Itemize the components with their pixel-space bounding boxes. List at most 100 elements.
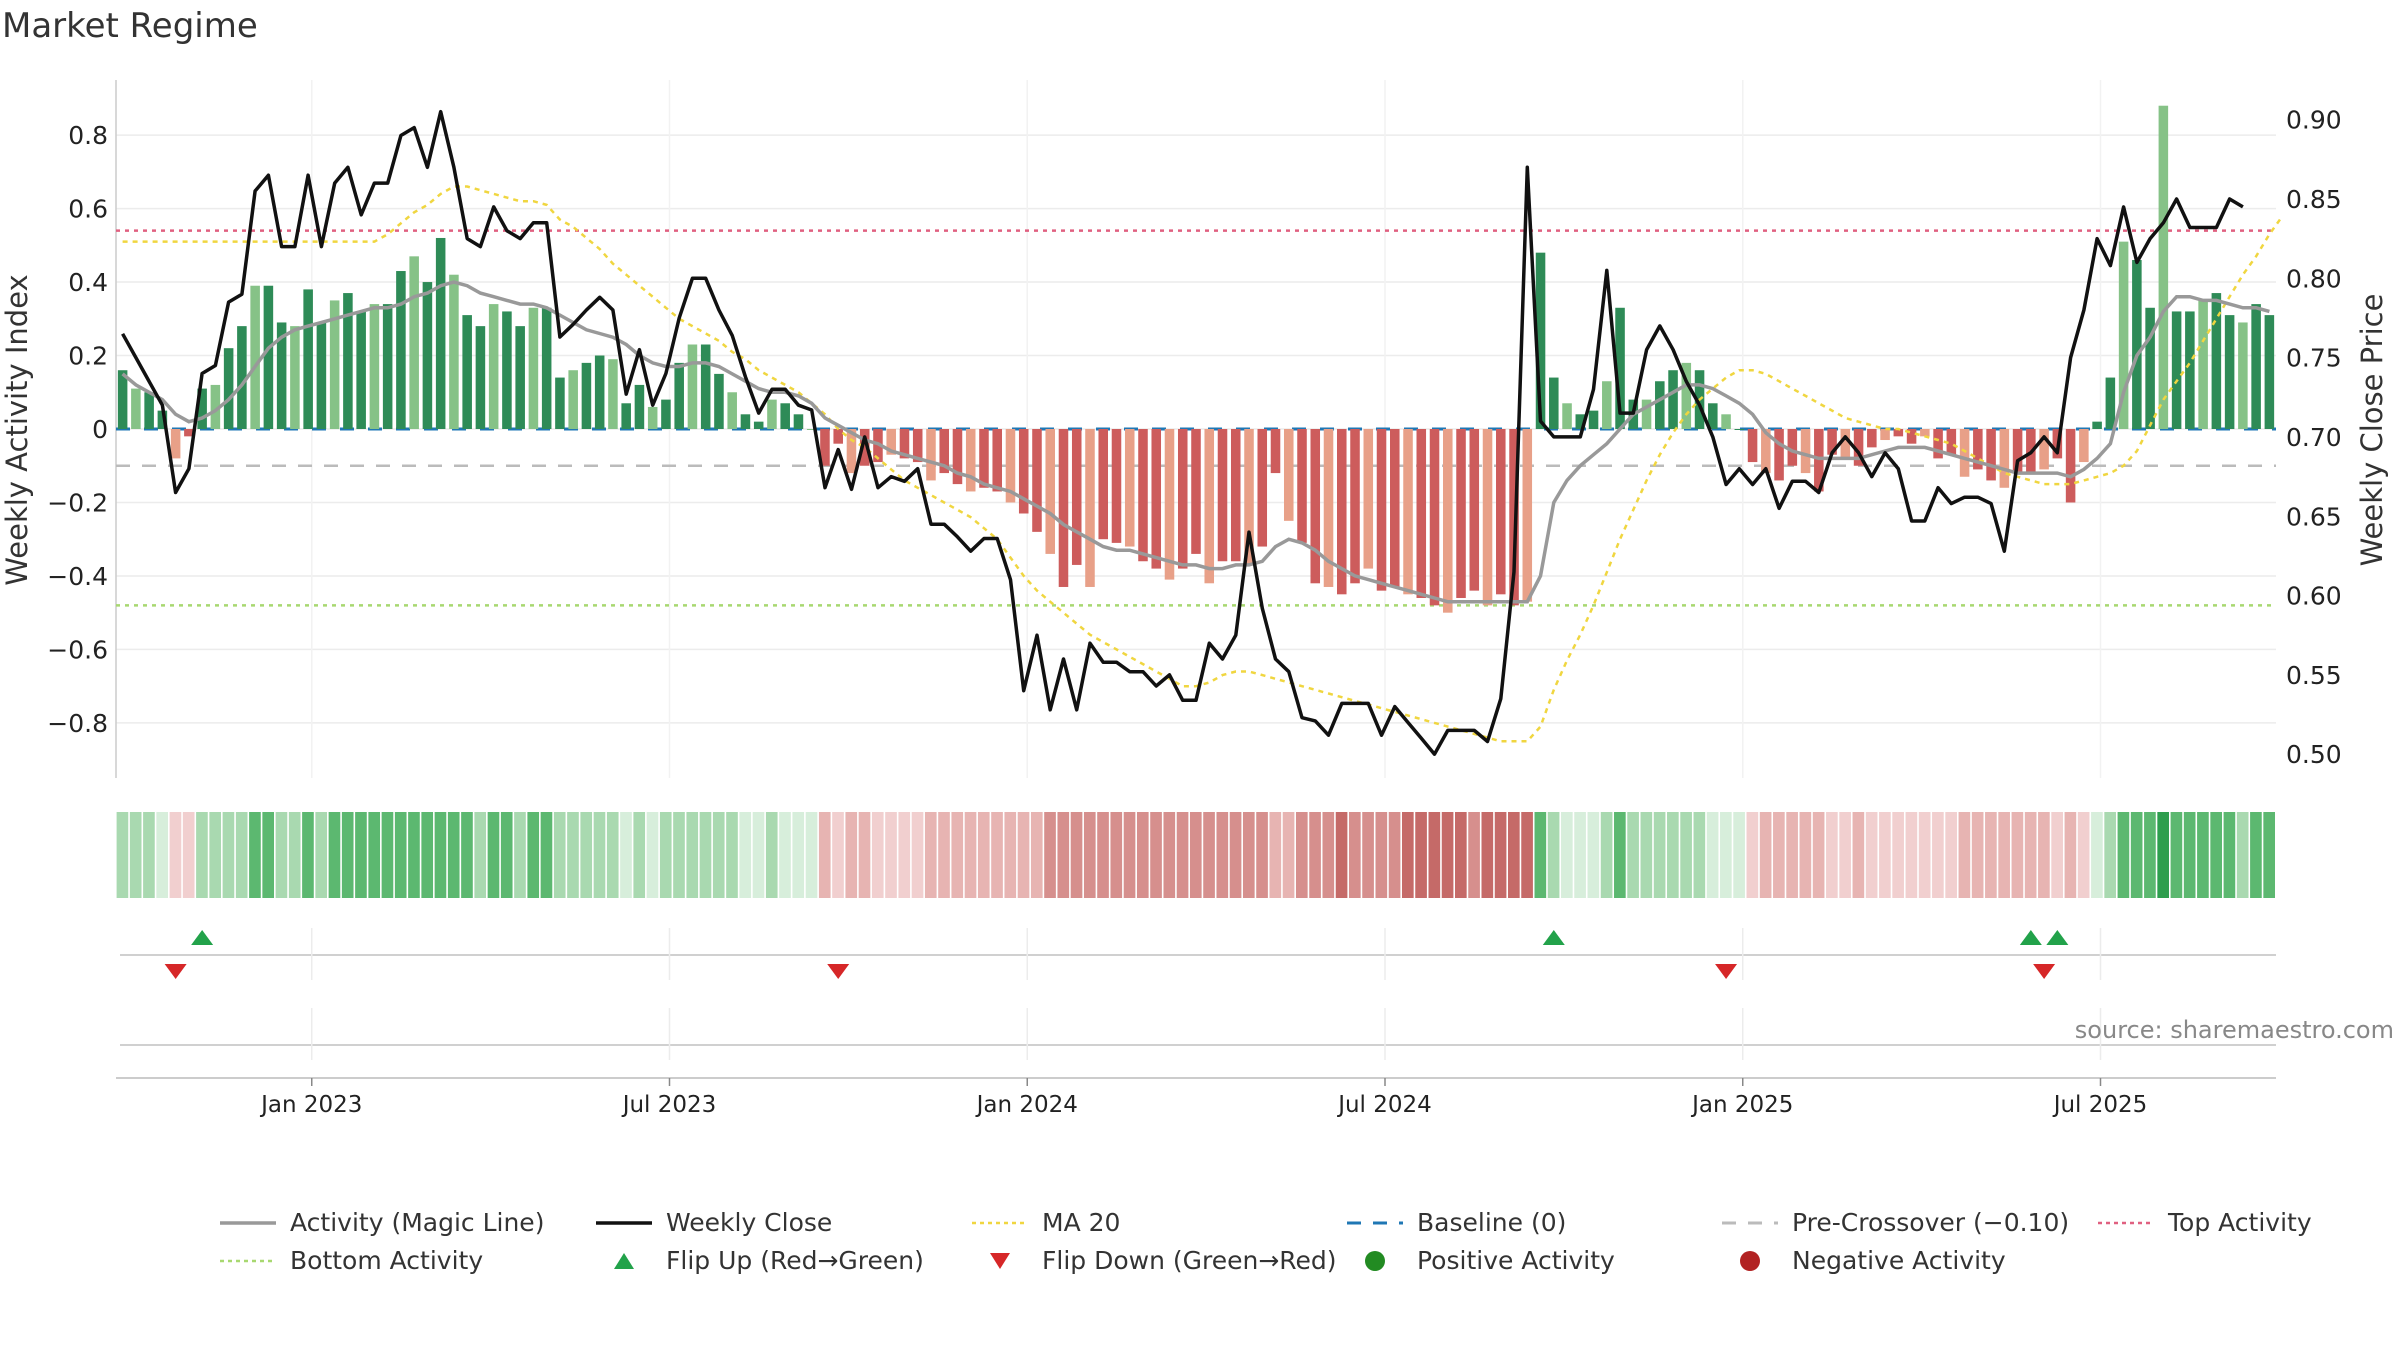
flip-up-marker	[2046, 930, 2069, 945]
activity-bar	[1058, 429, 1069, 587]
regime-cell	[487, 812, 500, 898]
x-tick-label: Jan 2023	[259, 1092, 362, 1118]
activity-bar	[2158, 105, 2169, 429]
activity-bar	[2264, 315, 2275, 429]
regime-cell	[1362, 812, 1374, 898]
y2-tick-label: 0.85	[2286, 185, 2342, 214]
legend-item-top: Top Activity	[2098, 1208, 2312, 1237]
regime-cell	[1401, 812, 1414, 898]
activity-bar	[462, 315, 472, 429]
regime-cell	[2250, 812, 2262, 898]
legend-swatch	[220, 1220, 276, 1225]
activity-bar	[608, 359, 618, 429]
activity-bar	[634, 384, 645, 429]
flip-markers	[120, 928, 2276, 1060]
activity-bar	[661, 399, 671, 429]
activity-bar	[157, 410, 168, 429]
activity-bar	[276, 322, 287, 429]
ma20-line	[122, 185, 2284, 743]
activity-bar	[2211, 293, 2222, 429]
regime-cell	[1786, 812, 1798, 898]
regime-cell	[646, 812, 659, 898]
regime-cell	[2051, 812, 2063, 898]
regime-cell	[1720, 812, 1732, 898]
regime-cell	[394, 812, 407, 898]
regime-cell	[726, 812, 738, 898]
activity-bar	[1363, 429, 1374, 569]
regime-cell	[1905, 812, 1918, 898]
activity-bar	[1138, 429, 1148, 562]
activity-bar	[1390, 429, 1400, 587]
regime-cell	[845, 812, 858, 898]
regime-cell	[1097, 812, 1109, 898]
legend-swatch	[990, 1252, 1010, 1269]
legend-swatch	[972, 1221, 1028, 1224]
regime-cell	[1242, 812, 1255, 898]
regime-cell	[2223, 812, 2236, 898]
activity-bar	[2012, 429, 2023, 474]
regime-cell	[500, 812, 513, 898]
regime-cell	[1879, 812, 1891, 898]
regime-cell	[1441, 812, 1454, 898]
activity-bar	[488, 304, 499, 429]
legend: Activity (Magic Line) Weekly Close MA 20 Ba…	[0, 1208, 2400, 1288]
regime-cell	[341, 812, 354, 898]
activity-bar	[2118, 241, 2129, 429]
regime-cell	[421, 812, 434, 898]
legend-label: Positive Activity	[1417, 1246, 1615, 1275]
y2-tick-label: 0.60	[2286, 582, 2342, 611]
regime-cell	[991, 812, 1003, 898]
regime-cell	[1004, 812, 1017, 898]
regime-cell	[381, 812, 394, 898]
regime-cell	[1799, 812, 1812, 898]
regime-cell	[1136, 812, 1149, 898]
regime-cell	[143, 812, 155, 898]
activity-bar	[170, 429, 181, 459]
activity-bar	[1853, 429, 1864, 466]
regime-cell	[1574, 812, 1586, 898]
activity-bar	[1774, 429, 1784, 481]
regime-cell	[1163, 812, 1176, 898]
activity-bar	[621, 403, 631, 429]
activity-bar	[1336, 429, 1347, 595]
regime-cell	[1600, 812, 1613, 898]
legend-swatch	[614, 1252, 634, 1269]
regime-cell	[1812, 812, 1825, 898]
regime-cell	[182, 812, 195, 898]
regime-cell	[1640, 812, 1653, 898]
activity-bar	[1522, 429, 1533, 602]
regime-cell	[1547, 812, 1560, 898]
regime-cell	[447, 812, 460, 898]
legend-item-magic: Activity (Magic Line)	[220, 1208, 544, 1237]
regime-cell	[196, 812, 208, 898]
regime-cell	[1335, 812, 1348, 898]
regime-cell	[2170, 812, 2183, 898]
legend-swatch	[1740, 1250, 1760, 1271]
legend-swatch	[1365, 1250, 1385, 1271]
regime-cell	[938, 812, 950, 898]
activity-bar	[131, 388, 141, 429]
x-axis: Jan 2023 Jul 2023 Jan 2024 Jul 2024 Jan 2025…	[116, 1077, 2276, 1118]
regime-cell	[2104, 812, 2116, 898]
activity-bar	[329, 300, 340, 429]
y-axis-label: Weekly Activity Index	[0, 274, 34, 585]
activity-bar	[1973, 429, 1983, 470]
activity-bar	[886, 429, 896, 455]
regime-cell	[1680, 812, 1692, 898]
regime-cell	[924, 812, 937, 898]
regime-cell	[540, 812, 553, 898]
regime-cell	[1123, 812, 1136, 898]
regime-cell	[1614, 812, 1626, 898]
y-tick-label: 0.4	[68, 268, 108, 297]
legend-swatch	[1347, 1221, 1403, 1224]
activity-bar	[753, 421, 764, 429]
legend-item-baseline: Baseline (0)	[1347, 1208, 1566, 1237]
activity-bar	[1018, 429, 1029, 514]
regime-cell	[1706, 812, 1719, 898]
activity-bar	[2238, 322, 2248, 429]
regime-cell	[1852, 812, 1865, 898]
regime-cell	[1481, 812, 1494, 898]
y2-tick-label: 0.90	[2286, 106, 2342, 135]
activity-bar	[1893, 429, 1904, 437]
activity-bar	[184, 429, 194, 437]
